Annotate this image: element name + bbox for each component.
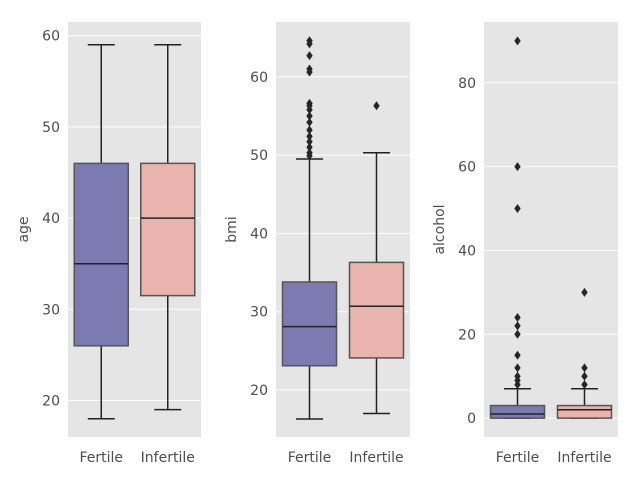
x-tick-label: Fertile [288,450,332,466]
iqr-box-infertile [556,404,613,419]
iqr-box-fertile [73,162,129,347]
iqr-box-fertile [281,281,338,367]
outlier-point [306,125,313,135]
y-tick-label: 20 [458,327,476,343]
y-tick-label: 0 [467,411,476,427]
outlier-point [306,111,313,121]
outlier-point [306,98,313,108]
x-tick-label: Infertile [349,450,403,466]
y-tick-label: 40 [250,226,268,242]
outlier-point [306,64,313,74]
outlier-point [581,287,588,297]
bmi-boxplot-panel: 20 30 40 50 60 bmi Fertile Infertile [224,22,410,466]
outlier-point [514,321,521,331]
outlier-point [306,36,313,46]
y-tick-label: 20 [42,394,60,410]
x-tick-label: Fertile [496,450,540,466]
outlier-point [514,350,521,360]
outlier-point [306,142,313,152]
outlier-point [306,148,313,158]
outlier-point [581,380,588,390]
y-axis-label: alcohol [432,204,448,254]
y-tick-label: 40 [42,211,60,227]
iqr-box-infertile [348,261,405,359]
outlier-point [373,101,380,111]
outlier-point [514,36,521,46]
y-axis-label: bmi [224,216,240,242]
age-boxplot-panel: 20 30 40 50 60 age Fertile Infertile [16,22,201,466]
outlier-point [514,162,521,172]
y-tick-label: 60 [42,29,60,45]
outlier-point [306,137,313,147]
y-tick-label: 20 [250,383,268,399]
iqr-box-infertile [140,162,196,297]
plot-background [276,22,410,437]
outlier-point [514,204,521,214]
plot-background [484,22,618,437]
x-tick-label: Infertile [557,450,611,466]
outlier-point [306,51,313,61]
outlier-point [581,363,588,373]
outlier-point [306,117,313,127]
y-tick-label: 50 [250,148,268,164]
y-tick-label: 30 [250,305,268,321]
y-tick-label: 30 [42,302,60,318]
outlier-point [306,131,313,141]
y-axis-label: age [16,216,32,242]
outlier-point [514,363,521,373]
x-tick-label: Fertile [79,450,123,466]
iqr-box-fertile [489,404,546,419]
outlier-point [514,371,521,381]
outlier-point [581,371,588,381]
y-tick-label: 60 [250,70,268,86]
y-tick-label: 60 [458,160,476,176]
y-tick-label: 50 [42,120,60,136]
x-tick-label: Infertile [141,450,195,466]
alcohol-boxplot-panel: 0 20 40 60 80 alcohol Fertile Infertile [432,22,618,466]
outlier-point [514,329,521,339]
y-tick-label: 80 [458,76,476,92]
y-tick-label: 40 [458,243,476,259]
outlier-point [514,313,521,323]
